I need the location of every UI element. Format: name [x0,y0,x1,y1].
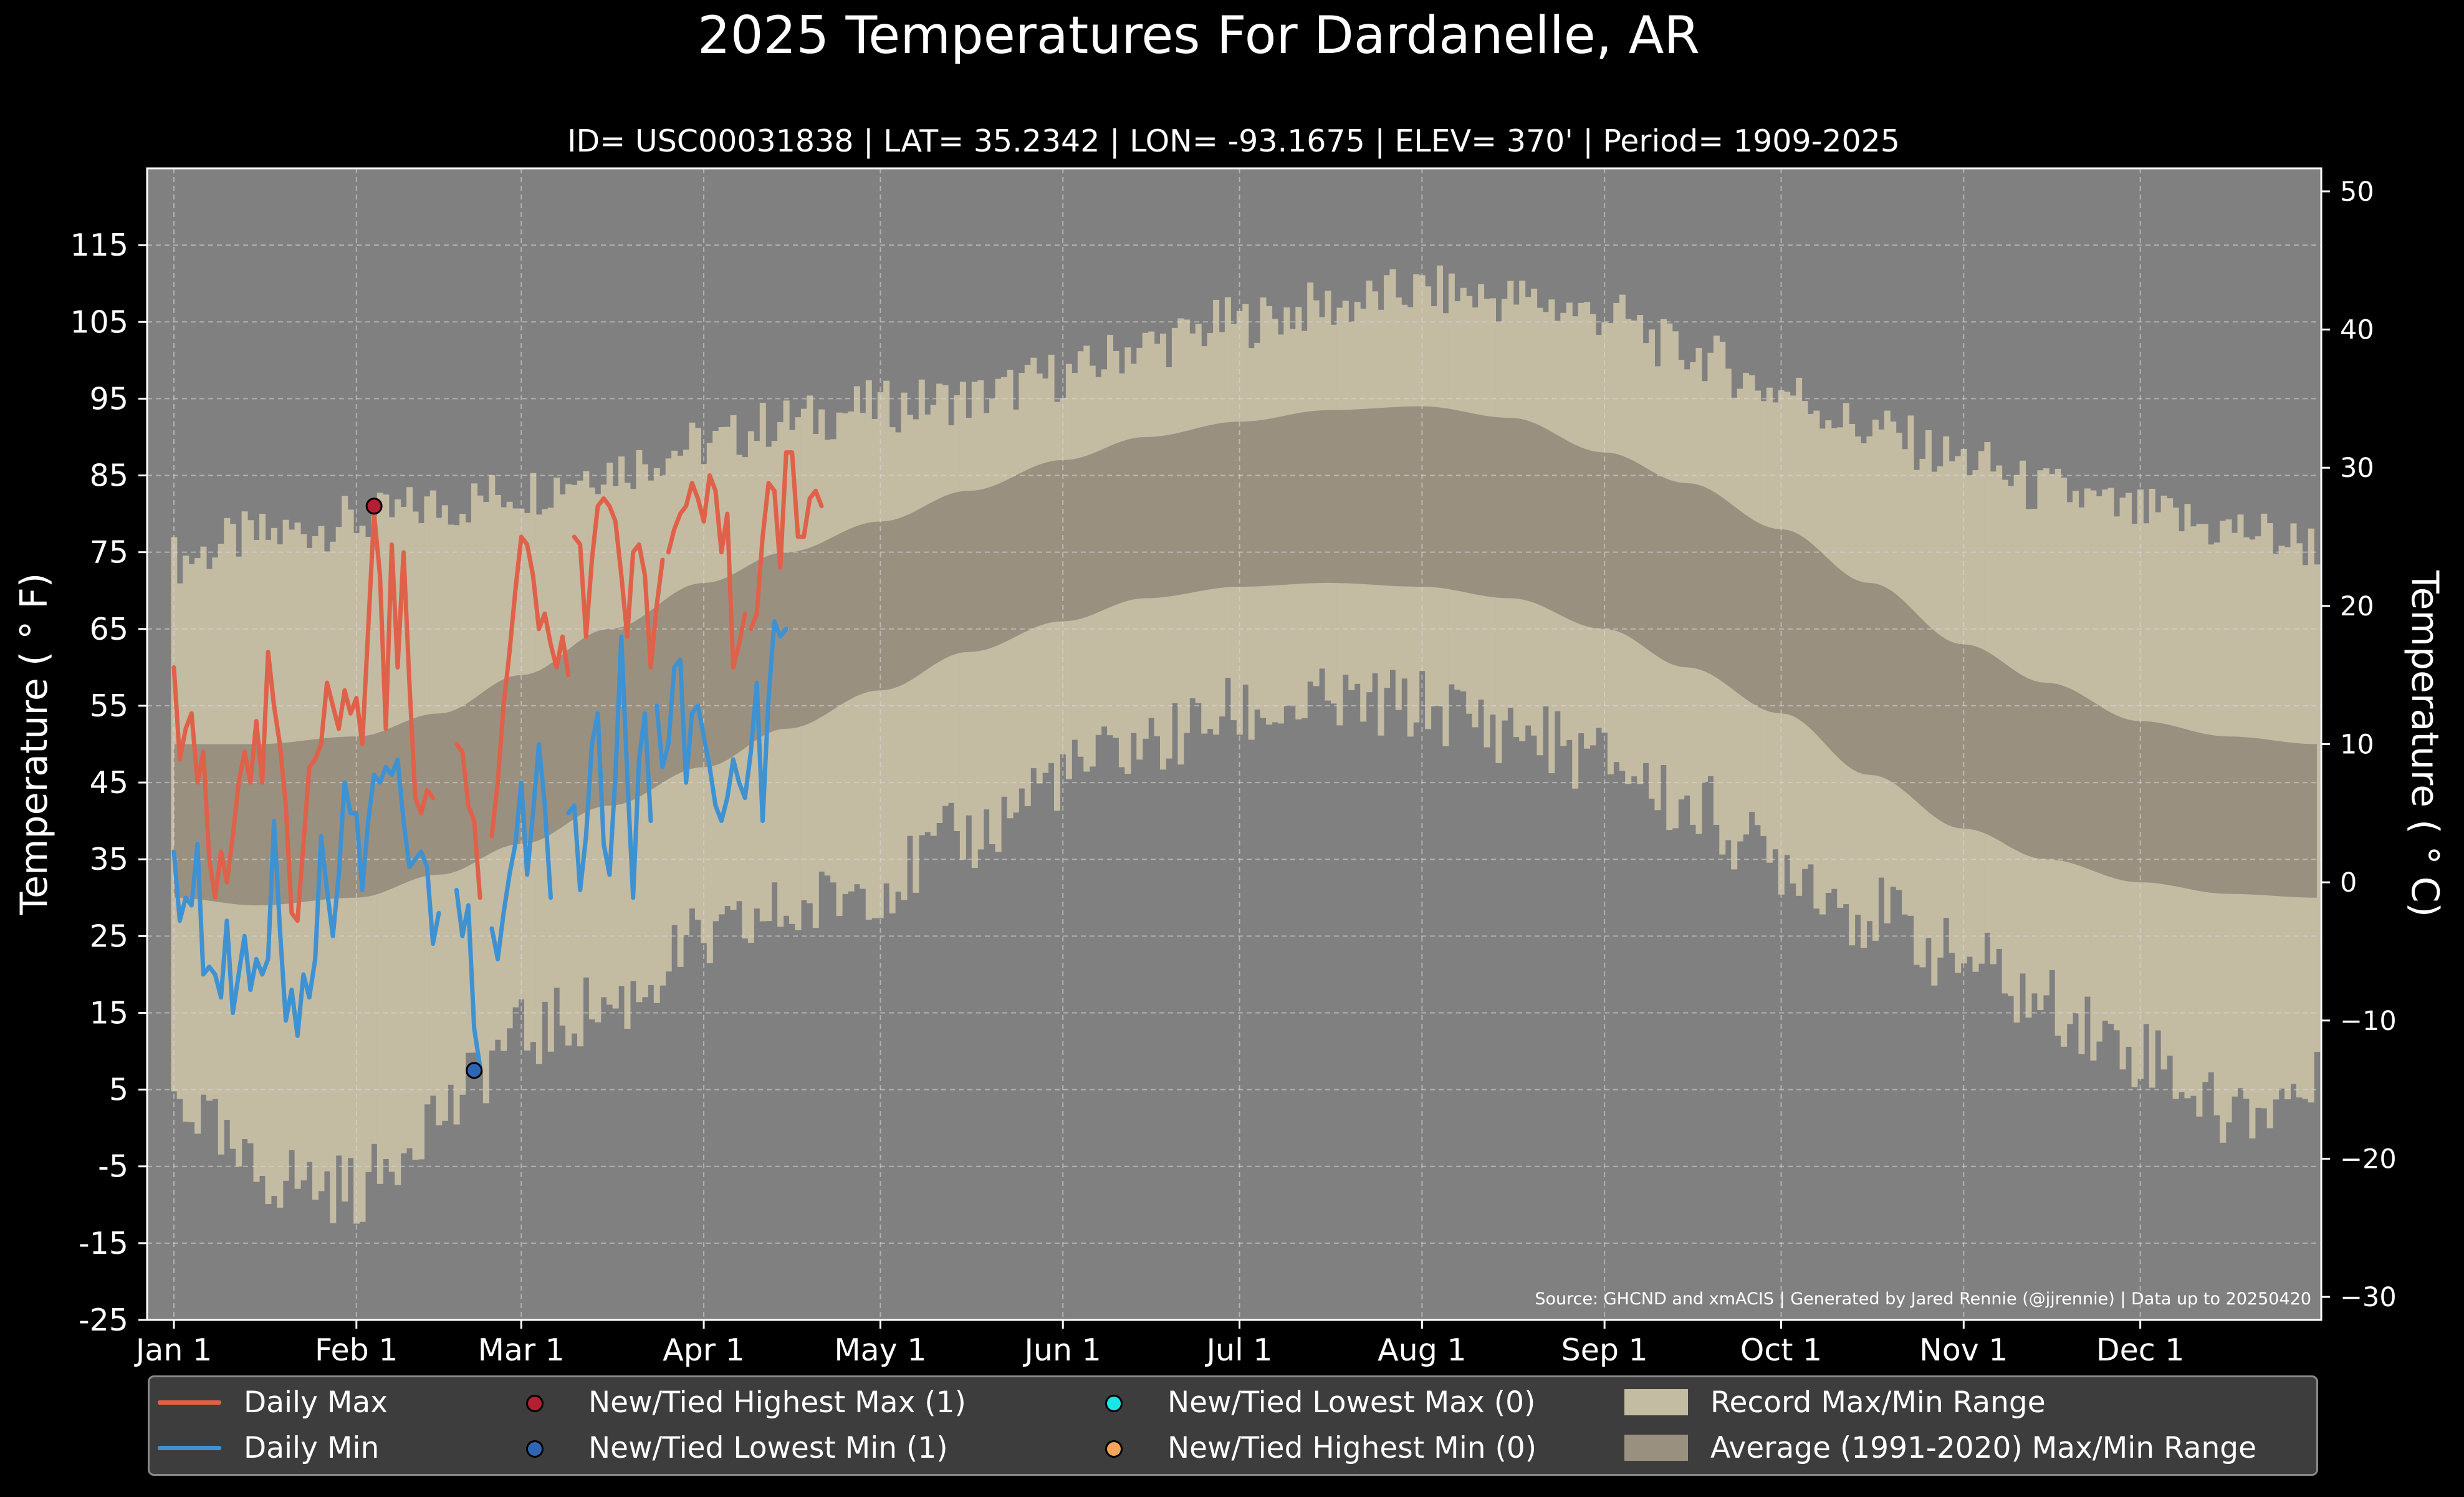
y2-tick-label: 40 [2340,315,2374,346]
y-tick-label: 25 [90,918,128,954]
daily-max-line [666,473,747,670]
daily-min-line [171,757,441,1038]
y-tick-label: 35 [90,842,128,877]
legend-item: Daily Min [158,1429,379,1466]
legend-symbol [1081,1429,1145,1466]
y-tick-label: 65 [90,612,128,647]
legend-label: New/Tied Lowest Max (0) [1167,1385,1536,1420]
legend-symbol [502,1429,566,1466]
y2-tick-label: 50 [2340,176,2374,208]
legend-symbol [1624,1429,1688,1466]
y-tick-label: 105 [70,304,128,340]
legend-item: Daily Max [158,1384,388,1421]
legend-swatch [526,1395,544,1412]
y-tick-label: 85 [90,458,128,494]
y2-tick-label: 30 [2340,453,2374,484]
daily-max-line [749,450,824,632]
y2-tick-label: −30 [2340,1282,2397,1313]
y-tick-label: 75 [90,535,128,570]
legend-item: New/Tied Lowest Max (0) [1081,1384,1535,1421]
x-tick-label: Nov 1 [1919,1332,2008,1368]
y-tick-label: 95 [90,381,128,416]
x-tick-label: Dec 1 [2096,1332,2185,1368]
y2-tick-label: 20 [2340,591,2374,622]
daily-max-line [489,534,571,839]
y-tick-label: 5 [109,1072,128,1108]
legend-item: Record Max/Min Range [1624,1384,2046,1421]
daily-min-line [654,619,789,824]
x-tick-label: Apr 1 [663,1332,745,1368]
y2-tick-label: 0 [2340,867,2357,898]
y-tick-label: -5 [98,1149,128,1185]
legend-symbol [158,1384,221,1421]
legend-item: New/Tied Lowest Min (1) [502,1429,948,1466]
y-tick-label: -25 [79,1302,128,1338]
legend-symbol [1081,1384,1145,1421]
legend-label: Daily Min [244,1430,380,1465]
y2-tick-label: 10 [2340,729,2374,761]
legend-item: New/Tied Highest Min (0) [1081,1429,1536,1466]
x-tick-label: Mar 1 [478,1332,565,1368]
y-axis-label: Temperature ( ° F) [12,573,56,916]
x-tick-label: Jun 1 [1023,1332,1101,1368]
legend-symbol [1624,1384,1688,1421]
legend-label: New/Tied Lowest Min (1) [588,1430,948,1465]
legend-label: Average (1991-2020) Max/Min Range [1710,1430,2257,1465]
y-tick-label: 55 [90,688,128,724]
daily-min-line [454,888,482,1069]
record-point [365,498,383,515]
legend-symbol [158,1429,221,1466]
daily-min-line [489,742,553,961]
legend: Daily Max New/Tied Highest Max (1) New/Tie… [148,1375,2318,1476]
x-tick-label: Aug 1 [1378,1332,1466,1368]
daily-series [171,450,824,1069]
legend-swatch [1624,1389,1688,1415]
legend-label: Daily Max [244,1385,388,1420]
legend-label: New/Tied Highest Min (0) [1167,1430,1537,1465]
axes: 115 105 95 85 75 65 55 45 35 25 15 5 -5 -15 -25 50 40 30 2… [70,176,2396,1368]
x-tick-label: Jul 1 [1205,1332,1273,1368]
daily-max-line [454,742,482,900]
record-range-bar [2314,564,2321,1052]
legend-swatch [526,1440,544,1458]
x-tick-label: Feb 1 [315,1332,398,1368]
legend-label: Record Max/Min Range [1710,1385,2046,1420]
chart-title: 2025 Temperatures For Dardanelle, AR [697,5,1700,65]
x-tick-label: Oct 1 [1740,1332,1822,1368]
x-tick-label: Jan 1 [134,1332,212,1368]
source-note: Source: GHCND and xmACIS | Generated by … [1535,1289,2311,1309]
record-point [466,1062,483,1079]
x-tick-label: Sep 1 [1561,1332,1648,1368]
legend-swatch [158,1446,221,1450]
y-tick-label: 115 [70,228,128,263]
x-tick-label: May 1 [834,1332,926,1368]
daily-max-line [171,511,436,923]
y-tick-label: 15 [90,995,128,1031]
legend-swatch [158,1400,221,1405]
legend-symbol [502,1384,566,1421]
y2-axis-label: Temperature ( ° C) [2403,570,2447,917]
legend-item: Average (1991-2020) Max/Min Range [1624,1429,2256,1466]
daily-max-line [572,496,665,670]
y-tick-label: 45 [90,765,128,801]
chart-subtitle: ID= USC00031838 | LAT= 35.2342 | LON= -9… [567,123,1900,159]
legend-swatch [1105,1440,1123,1458]
legend-label: New/Tied Highest Max (1) [588,1385,966,1420]
y2-tick-label: −10 [2340,1006,2397,1037]
legend-swatch [1105,1395,1123,1412]
daily-min-line [566,634,653,900]
y-tick-label: -15 [79,1226,128,1261]
y2-tick-label: −20 [2340,1143,2397,1175]
record-points [365,498,483,1079]
legend-swatch [1624,1435,1688,1461]
legend-item: New/Tied Highest Max (1) [502,1384,966,1421]
